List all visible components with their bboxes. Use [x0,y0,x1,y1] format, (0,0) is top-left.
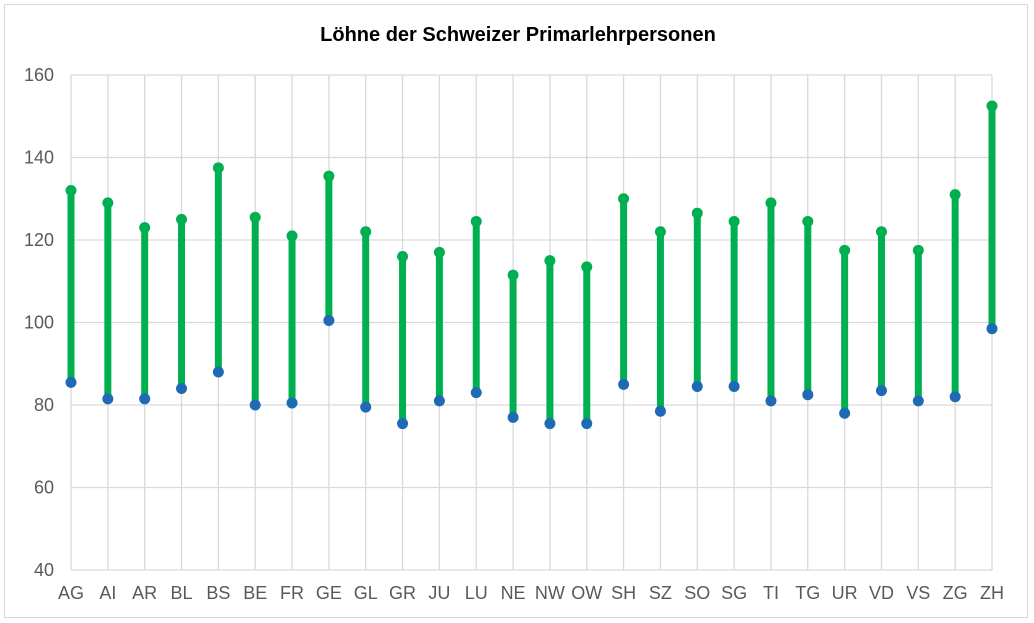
low-point-ow [581,418,593,430]
low-point-bl [176,383,188,394]
low-point-ar [139,393,151,405]
y-tick-label: 100 [24,313,54,333]
y-tick-label: 40 [34,560,54,580]
y-axis-ticks: 40 60 80 100 120 140 160 [24,65,54,580]
high-point-ar [139,222,151,234]
x-tick-label: NW [535,583,565,603]
range-bars [67,105,996,424]
y-tick-label: 120 [24,230,54,250]
low-point-sz [654,405,666,417]
x-tick-label: AR [132,583,157,603]
low-point-ag [65,376,77,388]
y-tick-label: 60 [34,478,54,498]
x-tick-label: GE [316,583,342,603]
low-point-ti [765,395,777,407]
gridlines [70,74,993,571]
high-point-so [691,207,703,219]
x-tick-label: SO [684,583,710,603]
low-point-be [249,399,261,411]
x-tick-label: GL [354,583,378,603]
high-point-fr [286,230,298,242]
high-point-nw [544,255,556,267]
x-tick-label: VD [869,583,894,603]
x-tick-label: FR [280,583,304,603]
low-point-zg [949,391,961,403]
low-point-nw [544,418,556,430]
high-point-lu [470,215,482,227]
y-tick-label: 80 [34,395,54,415]
high-point-vs [912,244,924,256]
high-point-gl [360,226,372,238]
low-point-ju [433,395,445,407]
high-point-zg [949,189,961,201]
high-point-ge [323,170,335,182]
high-point-ag [65,185,77,196]
high-point-tg [802,215,814,227]
x-tick-label: ZH [980,583,1004,603]
x-tick-label: BE [243,583,267,603]
x-tick-label: AI [99,583,116,603]
low-point-ur [839,407,851,419]
x-axis-ticks: AG AI AR BL BS BE FR GE GL GR JU LU NE NW OW SH SZ SO SG TI… [58,583,1004,603]
high-point-sz [654,226,666,238]
low-point-sh [618,378,630,390]
x-tick-label: JU [428,583,450,603]
low-point-gr [397,418,409,430]
low-point-vs [912,395,924,407]
high-point-sg [728,215,740,227]
low-dots [65,314,998,430]
low-point-tg [802,389,814,401]
x-tick-label: GR [389,583,416,603]
low-point-fr [286,397,298,409]
low-point-lu [470,387,482,399]
x-tick-label: VS [906,583,930,603]
low-point-so [691,380,703,392]
high-point-ur [839,244,851,256]
y-tick-label: 140 [24,148,54,168]
high-point-zh [986,100,998,112]
low-point-ai [102,393,114,405]
high-point-vd [875,226,887,238]
low-point-ne [507,411,519,423]
high-point-ow [581,261,593,273]
x-tick-label: BS [206,583,230,603]
x-tick-label: NE [501,583,526,603]
x-tick-label: AG [58,583,84,603]
x-tick-label: SG [721,583,747,603]
x-tick-label: OW [571,583,602,603]
low-point-zh [986,323,998,335]
low-point-vd [875,385,887,397]
high-point-ju [433,246,445,258]
high-dots [65,100,998,281]
high-point-ti [765,197,777,209]
high-point-bl [176,213,188,225]
x-tick-label: BL [171,583,193,603]
low-point-ge [323,314,335,326]
x-tick-label: SH [611,583,636,603]
high-point-ai [102,197,114,209]
high-point-ne [507,269,519,281]
chart-title: Löhne der Schweizer Primarlehrpersonen [320,24,716,46]
high-point-bs [212,162,224,174]
x-tick-label: SZ [649,583,672,603]
x-tick-label: LU [465,583,488,603]
high-point-be [249,211,261,223]
low-point-gl [360,401,372,413]
x-tick-label: ZG [943,583,968,603]
x-tick-label: TG [795,583,820,603]
high-point-gr [397,251,409,262]
high-point-sh [618,193,630,205]
low-point-bs [212,366,224,378]
x-tick-label: UR [832,583,858,603]
low-point-sg [728,380,740,392]
x-tick-label: TI [763,583,779,603]
y-tick-label: 160 [24,65,54,85]
